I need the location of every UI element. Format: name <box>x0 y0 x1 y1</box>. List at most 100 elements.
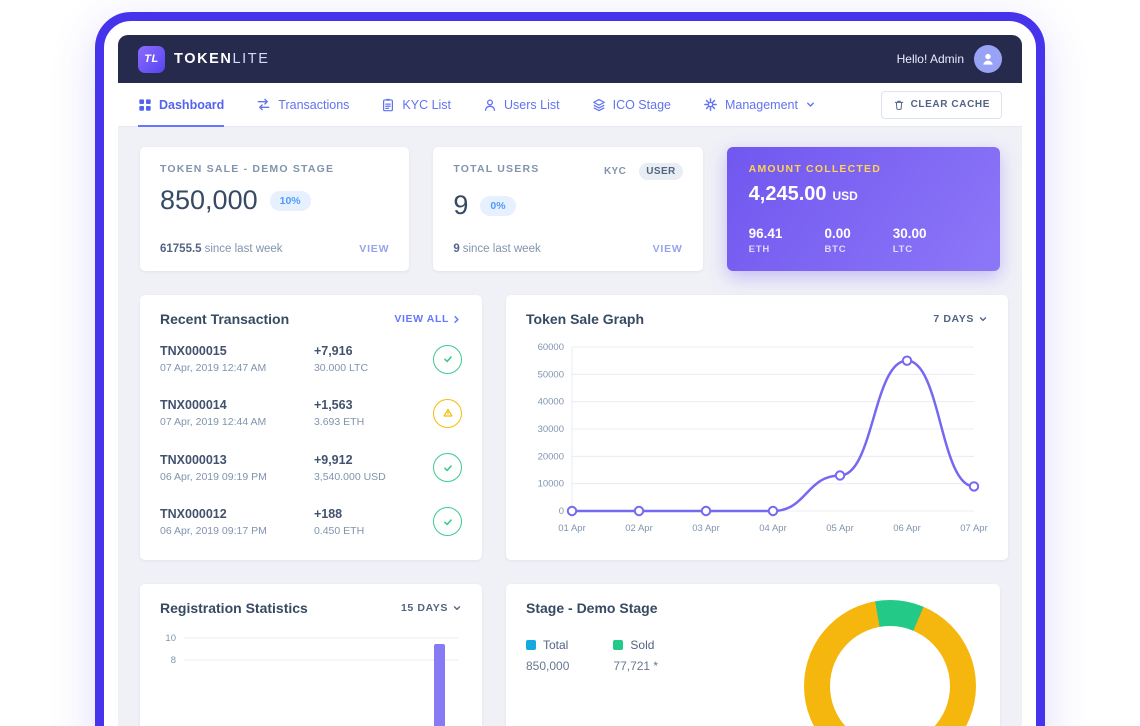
transaction-amount: +1,563 <box>313 398 353 413</box>
nav-item-transactions[interactable]: Transactions <box>256 83 349 126</box>
clear-cache-button[interactable]: CLEAR CACHE <box>880 90 1002 119</box>
total-users-badge: 0% <box>480 195 516 216</box>
ico-stage-layers-icon <box>592 98 605 111</box>
clear-cache-label: CLEAR CACHE <box>910 99 990 110</box>
stage-donut-chart <box>804 600 976 726</box>
nav-label: ICO Stage <box>612 97 671 112</box>
svg-text:20000: 20000 <box>538 451 564 462</box>
transaction-date: 06 Apr, 2019 09:19 PM <box>160 470 267 483</box>
transaction-id: TNX000013 <box>160 452 227 467</box>
amount-collected-card: AMOUNT COLLECTED 4,245.00 USD 96.41 ETH <box>726 147 1000 271</box>
svg-text:01 Apr: 01 Apr <box>558 523 585 534</box>
legend-sold-swatch <box>613 640 624 650</box>
svg-text:06 Apr: 06 Apr <box>893 523 920 534</box>
toggle-kyc[interactable]: KYC <box>603 166 627 177</box>
transaction-converted: 3.693 ETH <box>313 416 365 429</box>
kyc-user-toggle: KYC USER <box>597 163 683 180</box>
nav-item-management[interactable]: Management <box>703 83 816 126</box>
top-header: TL TOKENLITE Hello! Admin <box>118 35 1022 83</box>
total-users-delta: 9 since last week <box>453 243 541 255</box>
greeting-text: Hello! Admin <box>896 52 964 66</box>
toggle-user[interactable]: USER <box>639 163 683 180</box>
nav-item-users-list[interactable]: Users List <box>483 83 560 126</box>
token-sale-view-link[interactable]: VIEW <box>359 243 390 255</box>
trash-icon <box>894 100 903 110</box>
stage-demo-title: Stage - Demo Stage <box>526 600 658 616</box>
nav-item-ico-stage[interactable]: ICO Stage <box>592 83 671 126</box>
svg-text:02 Apr: 02 Apr <box>625 523 652 534</box>
app-window: TL TOKENLITE Hello! Admin <box>118 35 1022 726</box>
svg-text:0: 0 <box>559 506 564 517</box>
tokenlite-logo[interactable]: TL TOKENLITE <box>138 45 270 73</box>
legend-sold: Sold 77,721 * <box>613 638 659 673</box>
token-sale-graph-plot: 0 10000 20000 30000 40000 50000 60000 01 Apr 02 … <box>538 342 988 534</box>
success-check-icon <box>433 344 462 374</box>
svg-text:50000: 50000 <box>538 369 564 380</box>
nav-label: Users List <box>504 97 560 112</box>
dashboard-grid-icon <box>139 98 151 111</box>
svg-text:03 Apr: 03 Apr <box>692 523 719 534</box>
stage-legend: Total 850,000 Sold 77,721 * <box>526 638 980 673</box>
transaction-row[interactable]: TNX000012 06 Apr, 2019 09:17 PM +188 0.4… <box>160 500 462 544</box>
chevron-down-icon <box>979 317 987 322</box>
user-icon <box>983 53 993 65</box>
amount-breakdown: 96.41 ETH 0.00 BTC 30.00 LTC <box>749 226 978 255</box>
token-sale-graph-title: Token Sale Graph <box>526 311 644 327</box>
user-avatar[interactable] <box>974 45 1002 73</box>
svg-text:8: 8 <box>171 655 176 666</box>
breakdown-btc: 0.00 BTC <box>824 226 851 255</box>
transaction-row[interactable]: TNX000014 07 Apr, 2019 12:44 AM +1,563 3… <box>160 391 462 435</box>
nav-item-dashboard[interactable]: Dashboard <box>138 83 225 127</box>
legend-total: Total 850,000 <box>526 638 570 673</box>
transaction-date: 07 Apr, 2019 12:47 AM <box>160 362 267 374</box>
token-sale-title: TOKEN SALE - DEMO STAGE <box>160 163 335 175</box>
nav-item-kyc-list[interactable]: KYC List <box>381 83 451 126</box>
transaction-converted: 3,540.000 USD <box>313 470 386 483</box>
chevron-down-icon <box>807 102 814 107</box>
nav-label: Management <box>724 97 798 112</box>
chevron-down-icon <box>453 606 461 611</box>
registration-range-dropdown[interactable]: 15 DAYS <box>401 602 462 614</box>
legend-total-swatch <box>526 640 536 650</box>
success-check-icon <box>433 453 462 483</box>
recent-transactions-title: Recent Transaction <box>160 311 290 327</box>
transaction-date: 07 Apr, 2019 12:44 AM <box>160 416 267 429</box>
svg-text:04 Apr: 04 Apr <box>759 523 786 534</box>
nav-label: Transactions <box>278 97 350 112</box>
registration-statistics-card: Registration Statistics 15 DAYS 10 8 <box>140 584 482 726</box>
breakdown-ltc: 30.00 LTC <box>892 226 927 255</box>
kyc-clipboard-icon <box>383 98 394 111</box>
transaction-amount: +9,912 <box>313 452 353 467</box>
token-sale-graph-card: Token Sale Graph 7 DAYS 0 10000 20000 30000… <box>506 295 1008 560</box>
view-all-link[interactable]: VIEW ALL <box>394 313 462 325</box>
bottom-row: Registration Statistics 15 DAYS 10 8 <box>140 584 1000 726</box>
stats-row: TOKEN SALE - DEMO STAGE 850,000 10% 6175… <box>140 147 1000 271</box>
transaction-id: TNX000015 <box>160 344 227 358</box>
transaction-row[interactable]: TNX000015 07 Apr, 2019 12:47 AM +7,916 3… <box>160 337 462 381</box>
brand-mark-icon: TL <box>138 45 165 73</box>
svg-text:10: 10 <box>165 633 176 644</box>
graph-range-dropdown[interactable]: 7 DAYS <box>933 313 988 325</box>
breakdown-eth: 96.41 ETH <box>748 226 783 255</box>
transaction-date: 06 Apr, 2019 09:17 PM <box>160 524 267 537</box>
users-person-icon <box>484 98 496 111</box>
stage-demo-card: Stage - Demo Stage Total 850,000 <box>506 584 1000 726</box>
transaction-row[interactable]: TNX000013 06 Apr, 2019 09:19 PM +9,912 3… <box>160 446 462 490</box>
svg-text:30000: 30000 <box>538 424 564 435</box>
main-nav: Dashboard Transactions KYC List <box>118 83 1022 127</box>
token-sale-value: 850,000 <box>160 185 258 215</box>
warning-alert-icon <box>433 398 462 428</box>
nav-label: KYC List <box>402 97 452 112</box>
token-sale-delta: 61755.5 since last week <box>160 243 283 255</box>
amount-collected-currency: USD <box>832 189 858 203</box>
svg-text:10000: 10000 <box>538 479 564 490</box>
browser-frame: TL TOKENLITE Hello! Admin <box>95 12 1045 726</box>
token-sale-badge: 10% <box>269 190 311 211</box>
nav-label: Dashboard <box>159 97 225 112</box>
transactions-list: TNX000015 07 Apr, 2019 12:47 AM +7,916 3… <box>160 337 462 544</box>
total-users-value: 9 <box>453 190 469 220</box>
middle-row: Recent Transaction VIEW ALL TNX000015 07… <box>140 295 1008 560</box>
total-users-view-link[interactable]: VIEW <box>652 243 683 255</box>
transactions-swap-icon <box>257 98 270 111</box>
